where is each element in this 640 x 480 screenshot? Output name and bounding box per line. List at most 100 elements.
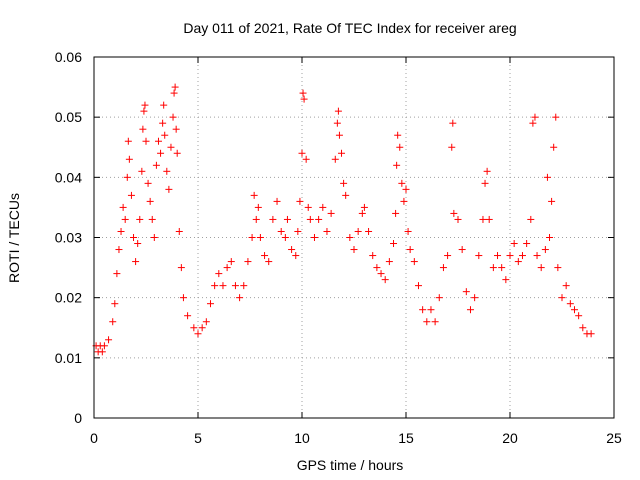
- data-point: [373, 264, 381, 272]
- data-point: [177, 264, 185, 272]
- data-point: [558, 294, 566, 302]
- data-point: [358, 209, 366, 217]
- series-roti: [92, 83, 595, 356]
- data-point: [170, 89, 178, 97]
- data-point: [333, 119, 341, 127]
- data-point: [152, 161, 160, 169]
- data-point: [552, 113, 560, 121]
- data-point: [130, 234, 138, 241]
- data-point: [400, 197, 408, 205]
- data-point: [514, 258, 522, 266]
- x-tick-label: 20: [502, 430, 518, 446]
- data-point: [518, 252, 526, 260]
- data-point: [292, 252, 300, 260]
- data-point: [587, 330, 595, 338]
- data-point: [302, 155, 310, 163]
- data-point: [575, 312, 583, 320]
- data-point: [215, 270, 223, 278]
- data-point: [506, 252, 514, 260]
- data-point: [277, 227, 285, 235]
- data-point: [481, 179, 489, 187]
- data-point: [543, 173, 551, 181]
- data-point: [227, 258, 235, 266]
- x-tick-label: 5: [194, 430, 202, 446]
- grid-lines: [94, 57, 614, 418]
- data-point: [127, 191, 135, 199]
- y-tick-label: 0.01: [55, 350, 82, 366]
- data-point: [206, 300, 214, 308]
- data-point: [537, 264, 545, 272]
- data-point: [334, 107, 342, 115]
- data-point: [546, 234, 554, 241]
- y-tick-label: 0.06: [55, 49, 82, 65]
- data-point: [458, 246, 466, 254]
- data-point: [256, 234, 264, 241]
- data-point: [172, 125, 180, 133]
- data-point: [139, 125, 147, 133]
- data-point: [113, 270, 121, 278]
- data-point: [483, 167, 491, 175]
- data-point: [385, 258, 393, 266]
- data-point: [105, 336, 113, 344]
- data-point: [439, 264, 447, 272]
- axis-ticks: 0 5 10 15 20 25 0 0.01 0.02 0.03 0.04 0.05 0.06: [55, 49, 622, 446]
- data-point: [167, 143, 175, 151]
- y-axis-label: ROTI / TECUs: [6, 193, 22, 283]
- data-point: [184, 312, 192, 320]
- data-point: [410, 258, 418, 266]
- data-point: [562, 282, 570, 290]
- data-point: [381, 276, 389, 284]
- data-point: [479, 215, 487, 223]
- data-point: [244, 258, 252, 266]
- data-point: [202, 318, 210, 326]
- data-point: [394, 131, 402, 139]
- data-point: [119, 203, 127, 211]
- data-point: [173, 149, 181, 157]
- data-point: [117, 227, 125, 235]
- data-point: [533, 252, 541, 260]
- data-point: [393, 161, 401, 169]
- data-point: [175, 227, 183, 235]
- data-point: [190, 324, 198, 332]
- data-point: [554, 264, 562, 272]
- data-point: [466, 306, 474, 314]
- data-point: [123, 173, 131, 181]
- data-point: [98, 348, 106, 356]
- data-point: [485, 215, 493, 223]
- data-point: [148, 215, 156, 223]
- data-point: [346, 234, 354, 241]
- data-point: [444, 252, 452, 260]
- data-point: [392, 209, 400, 217]
- x-tick-label: 10: [294, 430, 310, 446]
- data-point: [489, 264, 497, 272]
- data-point: [427, 306, 435, 314]
- data-point: [194, 330, 202, 338]
- data-point: [294, 227, 302, 235]
- data-point: [377, 270, 385, 278]
- data-point: [121, 215, 129, 223]
- data-point: [281, 234, 289, 241]
- data-point: [454, 215, 462, 223]
- data-point: [310, 234, 318, 241]
- data-point: [450, 209, 458, 217]
- data-point: [240, 282, 248, 290]
- data-point: [171, 83, 179, 91]
- data-point: [141, 101, 149, 109]
- chart-title: Day 011 of 2021, Rate Of TEC Index for r…: [183, 20, 516, 36]
- data-point: [354, 227, 362, 235]
- data-point: [414, 282, 422, 290]
- data-point: [529, 119, 537, 127]
- data-point: [396, 143, 404, 151]
- data-point: [288, 246, 296, 254]
- data-point: [350, 246, 358, 254]
- data-point: [527, 215, 535, 223]
- data-point: [150, 234, 158, 241]
- x-axis-label: GPS time / hours: [297, 457, 404, 473]
- data-point: [423, 318, 431, 326]
- data-point: [300, 95, 308, 103]
- data-point: [100, 342, 108, 350]
- data-point: [179, 294, 187, 302]
- data-point: [219, 282, 227, 290]
- data-point: [448, 143, 456, 151]
